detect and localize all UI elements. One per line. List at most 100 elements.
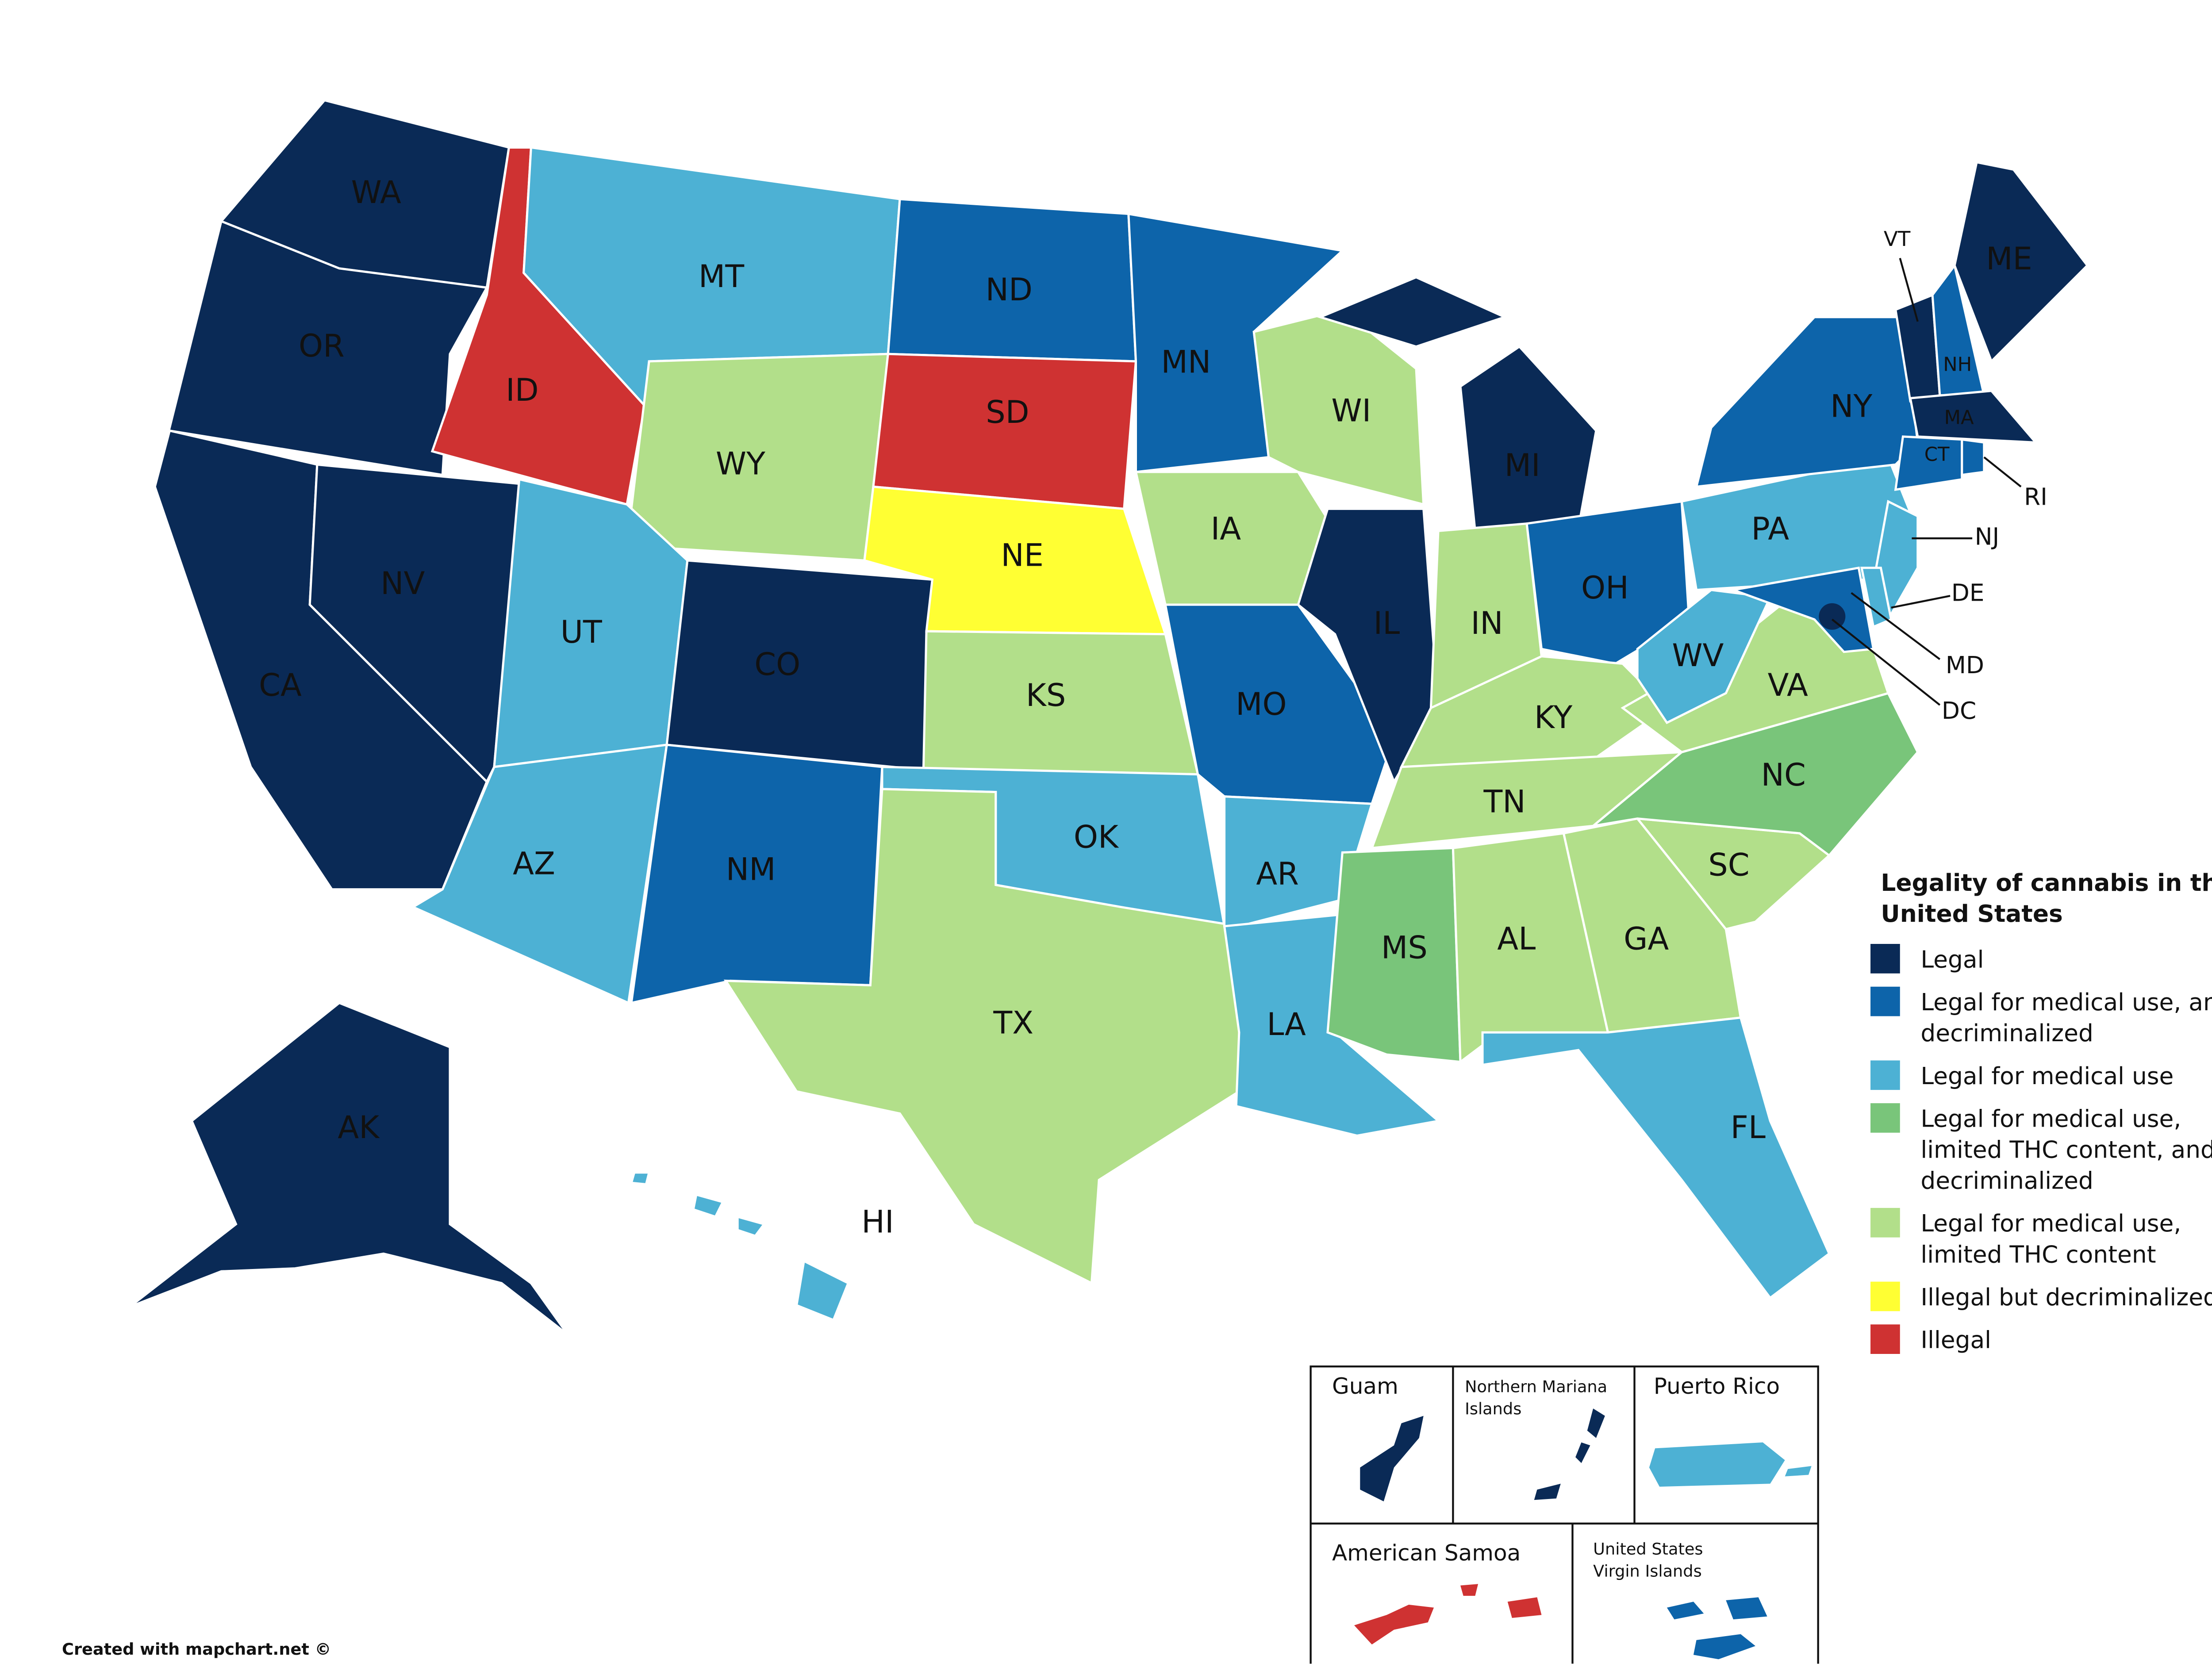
state-label: NE [1001,537,1044,573]
state-label: PA [1751,510,1789,547]
state-label: MI [1505,447,1540,483]
state-label: WI [1331,393,1371,429]
state-label: VT [1884,227,1911,251]
territory-label: United States Virgin Islands [1593,1540,1703,1581]
state-shape [872,353,1137,510]
legend-label: Legal for medical use, and decriminalize… [1920,988,2212,1047]
legend-label: Illegal [1920,1326,1991,1354]
state-label: OR [299,328,345,364]
state-shape [1326,847,1462,1063]
legend-label: Legal for medical use, limited THC conte… [1920,1209,2181,1269]
state-shape [1481,1016,1831,1300]
state-label: AZ [513,845,555,882]
territories [1354,1408,1812,1660]
state-label: AL [1497,920,1536,957]
state-label: CO [754,646,800,682]
state-label: ID [506,372,539,408]
legend-item: Legal for medical use, limited THC conte… [1870,1208,2212,1270]
state-label: WY [716,446,765,482]
territory-shape [1726,1597,1767,1620]
state-label: VA [1768,667,1808,703]
territory-frame [1310,1365,1819,1664]
state-label: MA [1944,406,1974,429]
legend-swatch [1870,1208,1900,1238]
leader-line [1851,592,1941,660]
state-label: KS [1026,677,1066,713]
leader-line [1899,257,1919,322]
state-shape [1317,276,1508,348]
state-shape [736,1215,766,1238]
state-label: GA [1624,920,1669,957]
territory-shape [1460,1584,1479,1596]
state-label: IL [1374,605,1400,641]
state-label: NC [1761,757,1806,793]
territory-shape [1693,1634,1755,1660]
state-shape [1961,438,1985,476]
state-shape [630,1171,651,1186]
state-label: NJ [1975,523,2000,551]
state-label: NM [726,851,776,888]
territory-shape [1534,1484,1561,1500]
state-shape [1459,345,1598,532]
territory-shape [1587,1408,1605,1438]
territory-shape [1667,1602,1704,1620]
state-label: NV [380,565,425,602]
state-shape [1819,603,1846,630]
territory-shape [1354,1604,1434,1645]
territory-label: American Samoa [1332,1540,1521,1567]
legend-item: Illegal [1870,1324,2212,1355]
state-label: CT [1924,444,1950,466]
state-label: MT [699,258,744,295]
leader-line [1891,594,1951,609]
legend-swatch [1870,1281,1900,1311]
legend-item: Legal for medical use [1870,1060,2212,1091]
state-shape [1953,161,2089,364]
legend-swatch [1870,1324,1900,1354]
legend-swatch [1870,1103,1900,1133]
state-shape [1729,566,1875,653]
legend-label: Illegal but decriminalized [1920,1283,2212,1311]
state-label: MO [1236,686,1287,722]
territory-label: Guam [1332,1373,1398,1400]
territory-shape [1360,1416,1424,1502]
state-shape [129,1001,569,1336]
state-label: DC [1942,697,1976,725]
state-label: RI [2024,483,2047,511]
state-label: TX [993,1005,1033,1041]
legend-label: Legal [1920,945,1984,974]
leader-line [1983,456,2022,488]
legend-item: Legal for medical use, limited THC conte… [1870,1103,2212,1196]
state-label: UT [561,614,602,650]
legend-swatch [1870,1060,1900,1090]
state-shape [1695,316,1919,488]
state-label: TN [1483,783,1526,820]
states: WA OR CA NV ID MT WY UT AZ CO NM ND SD NE KS OK TX MN IA MO… [129,99,2089,1336]
legend-swatch [1870,944,1900,974]
state-label: ME [1986,241,2032,277]
state-label: CA [259,667,302,703]
legend-label: Legal for medical use [1920,1062,2174,1090]
state-label: MS [1381,929,1428,966]
territory-label: Puerto Rico [1653,1373,1780,1400]
legend-swatch [1870,986,1900,1016]
legend-item: Legal for medical use, and decriminalize… [1870,986,2212,1049]
territory-shape [1785,1466,1812,1476]
state-shape [795,1259,850,1322]
legend-label: Legal for medical use, limited THC conte… [1920,1104,2212,1195]
state-label: SD [986,394,1029,430]
state-label: KY [1534,699,1572,736]
territory-shape [1507,1597,1542,1618]
credit: Created with mapchart.net © [62,1640,331,1660]
state-label: ND [986,272,1033,308]
legend-title: Legality of cannabis in the United State… [1881,868,2212,928]
state-label: DE [1951,579,1985,606]
state-label: OK [1074,819,1119,855]
territory-shape [1649,1442,1785,1487]
state-shape [723,788,1240,1285]
territory-shape [1575,1442,1590,1463]
state-label: AR [1256,856,1299,892]
state-shape [1894,435,1963,491]
frame-box [1310,1365,1819,1664]
